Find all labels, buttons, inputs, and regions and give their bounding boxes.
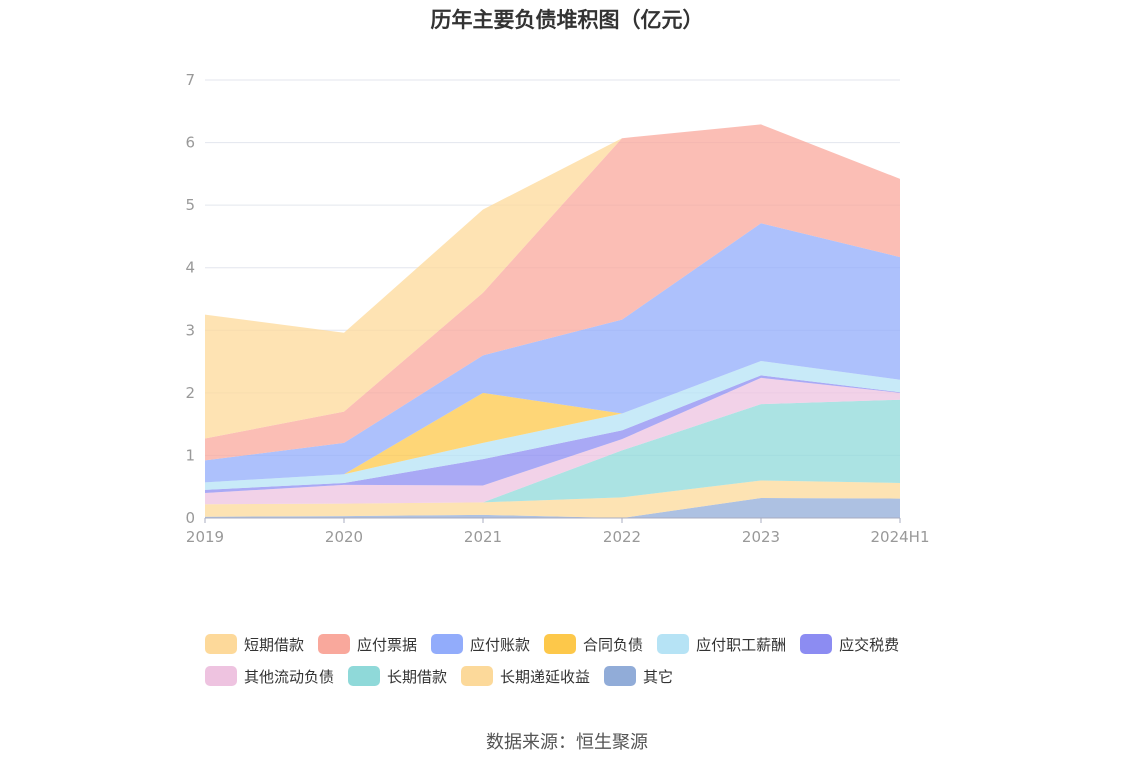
stacked-area-chart: 0 1 2 3 4 5 6 7 2019 2020 2021 2022 2023 2024H1	[185, 71, 929, 546]
legend-label: 合同负债	[583, 635, 644, 654]
y-tick-label: 5	[185, 196, 195, 214]
legend-swatch	[657, 634, 690, 654]
area-series-1	[205, 480, 900, 518]
legend-swatch	[800, 634, 833, 654]
y-tick-label: 0	[185, 509, 195, 527]
x-tick-label: 2024H1	[871, 528, 930, 546]
legend-label: 应付职工薪酬	[696, 635, 787, 654]
legend-swatch	[604, 666, 637, 686]
y-tick-label: 4	[185, 259, 195, 277]
chart-title: 历年主要负债堆积图（亿元）	[430, 8, 704, 32]
x-tick-label: 2019	[186, 528, 224, 546]
legend-label: 其他流动负债	[244, 667, 335, 686]
legend-item[interactable]: 应付票据	[318, 634, 417, 655]
legend-swatch	[318, 634, 351, 654]
legend-swatch	[461, 666, 494, 686]
legend-label: 短期借款	[244, 635, 305, 654]
legend-item[interactable]: 其它	[604, 666, 673, 687]
legend: 短期借款 应付票据 应付账款 合同负债 应付职工薪酬 应交税费 其他流动负债 长期借款 长期递…	[205, 628, 965, 692]
legend-item[interactable]: 其他流动负债	[205, 666, 334, 687]
legend-swatch	[348, 666, 381, 686]
area-series	[205, 124, 900, 518]
legend-label: 应交税费	[839, 635, 900, 654]
legend-label: 其它	[643, 667, 674, 686]
y-tick-label: 7	[185, 71, 195, 89]
legend-item[interactable]: 短期借款	[205, 634, 304, 655]
area-series-6	[205, 360, 900, 483]
x-tick-label: 2021	[464, 528, 502, 546]
legend-item[interactable]: 应交税费	[800, 634, 899, 655]
area-series-2	[205, 399, 900, 505]
legend-item[interactable]: 合同负债	[544, 634, 643, 655]
y-tick-label: 3	[185, 321, 195, 339]
legend-row-1: 短期借款 应付票据 应付账款 合同负债 应付职工薪酬 应交税费	[205, 628, 965, 660]
legend-swatch	[431, 634, 464, 654]
area-series-8	[205, 124, 900, 461]
legend-item[interactable]: 应付职工薪酬	[657, 634, 786, 655]
x-tick-label: 2020	[325, 528, 363, 546]
y-tick-label: 6	[185, 134, 195, 152]
axes: 0 1 2 3 4 5 6 7 2019 2020 2021 2022 2023 2024H1	[185, 71, 929, 546]
y-tick-label: 1	[185, 446, 195, 464]
area-series-0	[205, 497, 900, 518]
legend-label: 应付票据	[357, 635, 418, 654]
legend-item[interactable]: 应付账款	[431, 634, 530, 655]
y-tick-label: 2	[185, 384, 195, 402]
legend-label: 应付账款	[470, 635, 531, 654]
legend-row-2: 其他流动负债 长期借款 长期递延收益 其它	[205, 660, 965, 692]
data-source: 数据来源：恒生聚源	[486, 732, 648, 753]
area-series-3	[205, 377, 900, 505]
legend-swatch	[205, 666, 237, 686]
x-tick-label: 2022	[603, 528, 641, 546]
legend-label: 长期借款	[387, 667, 448, 686]
legend-swatch	[544, 634, 577, 654]
x-tick-label: 2023	[742, 528, 780, 546]
legend-item[interactable]: 长期递延收益	[461, 666, 590, 687]
legend-label: 长期递延收益	[500, 667, 591, 686]
area-series-9	[205, 124, 900, 439]
legend-swatch	[205, 634, 237, 654]
area-series-7	[205, 223, 900, 483]
legend-item[interactable]: 长期借款	[348, 666, 447, 687]
area-series-5	[205, 360, 900, 490]
